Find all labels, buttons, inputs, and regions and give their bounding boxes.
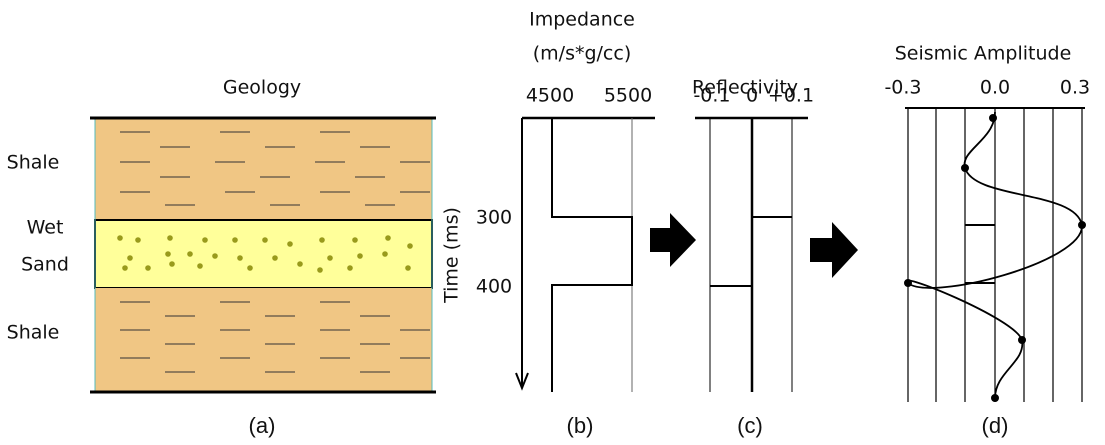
layer-label: Shale [7, 152, 60, 174]
layer-label: Sand [21, 254, 69, 276]
tick-label: 0.3 [1060, 77, 1090, 99]
sand-grain [135, 237, 141, 243]
wavelet [906, 112, 1082, 398]
sand-grain [262, 237, 268, 243]
sand-grain [382, 251, 388, 257]
caption: (d) [982, 413, 1009, 438]
tick-label: 0 [746, 85, 758, 107]
sand-grain [187, 251, 193, 257]
arrow [650, 213, 696, 267]
impedance-title: Impedance [529, 9, 635, 31]
geology-title: Geology [223, 77, 301, 99]
shale-layer [95, 288, 432, 392]
caption: (b) [567, 413, 594, 438]
arrow [810, 222, 858, 278]
sand-grain [327, 255, 333, 261]
sand-grain [352, 237, 358, 243]
tick-label: 0.0 [980, 77, 1010, 99]
sand-grain [247, 265, 253, 271]
sand-grain [167, 235, 173, 241]
sand-grain [297, 261, 303, 267]
sand-grain [319, 237, 325, 243]
sand-layer [95, 220, 432, 288]
sand-grain [385, 235, 391, 241]
sand-grain [145, 265, 151, 271]
seismic-title: Seismic Amplitude [895, 43, 1072, 65]
tick-label: 5500 [604, 85, 652, 107]
sand-grain [407, 243, 413, 249]
sand-grain [197, 263, 203, 269]
sand-grain [405, 265, 411, 271]
sand-grain [347, 265, 353, 271]
sand-grain [272, 255, 278, 261]
layer-label: Wet [27, 217, 64, 239]
tick-label: 4500 [526, 85, 574, 107]
impedance-unit: (m/s*g/cc) [533, 43, 632, 65]
sand-grain [122, 265, 128, 271]
sand-grain [169, 261, 175, 267]
tick-label: 300 [476, 207, 512, 229]
sand-grain [287, 241, 293, 247]
sand-grain [357, 253, 363, 259]
impedance-log [516, 118, 655, 392]
tick-label: -0.1 [693, 85, 730, 107]
layer-label: Shale [7, 322, 60, 344]
seismic-panel [905, 108, 1086, 402]
sand-grain [165, 251, 171, 257]
impedance-curve [552, 118, 632, 392]
sand-grain [237, 255, 243, 261]
sand-grain [212, 253, 218, 259]
tick-label: -0.3 [884, 77, 921, 99]
time-label: Time (ms) [441, 207, 463, 304]
caption: (a) [249, 413, 276, 438]
caption: (c) [737, 413, 763, 438]
sand-grain [127, 255, 133, 261]
sand-grain [232, 237, 238, 243]
sand-grain [317, 267, 323, 273]
geology-panel [90, 118, 436, 392]
tick-label: 400 [476, 276, 512, 298]
figure: Geology Shale Wet Sand Shale Impedance (… [0, 0, 1105, 445]
tick-label: +0.1 [768, 85, 814, 107]
reflectivity-log [695, 118, 808, 392]
sand-grain [202, 237, 208, 243]
sand-grain [117, 235, 123, 241]
